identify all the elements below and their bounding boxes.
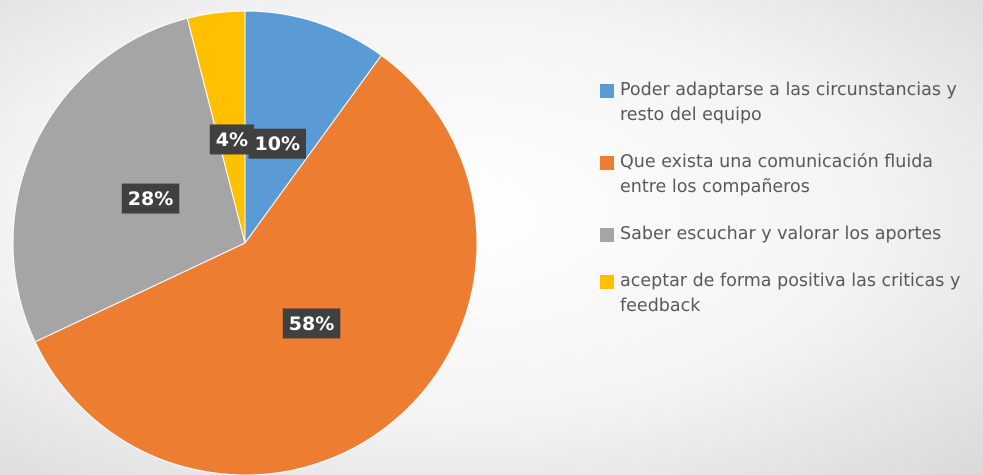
pie-slice: [244, 10, 383, 245]
data-label-box: [209, 124, 255, 155]
data-label-box: [282, 308, 341, 339]
data-label: 10%: [248, 128, 307, 159]
legend-label: aceptar de forma positiva las criticas y…: [620, 271, 961, 316]
pie-slice: [34, 54, 478, 475]
data-label-text: 4%: [216, 129, 248, 151]
legend-swatch: [600, 275, 614, 289]
pie-slice: [12, 17, 246, 343]
legend-entry: Que exista una comunicación fluida entre…: [600, 150, 980, 200]
legend-label: Poder adaptarse a las circunstancias y r…: [620, 80, 957, 125]
legend-swatch: [600, 156, 614, 170]
data-label: 28%: [121, 183, 180, 214]
legend-swatch: [600, 228, 614, 242]
data-label-text: 28%: [128, 188, 173, 210]
legend-swatch: [600, 84, 614, 98]
legend-label: Que exista una comunicación fluida entre…: [620, 152, 934, 197]
data-label-box: [248, 128, 307, 159]
data-label-text: 58%: [289, 313, 334, 335]
legend-entry: aceptar de forma positiva las criticas y…: [600, 269, 980, 319]
legend-label: Saber escuchar y valorar los aportes: [620, 224, 942, 244]
legend: Poder adaptarse a las circunstancias y r…: [600, 78, 980, 341]
data-label: 58%: [282, 308, 341, 339]
legend-entry: Saber escuchar y valorar los aportes: [600, 222, 980, 247]
data-label: 4%: [209, 124, 255, 155]
data-label-text: 10%: [255, 133, 300, 155]
data-label-box: [121, 183, 180, 214]
legend-entry: Poder adaptarse a las circunstancias y r…: [600, 78, 980, 128]
